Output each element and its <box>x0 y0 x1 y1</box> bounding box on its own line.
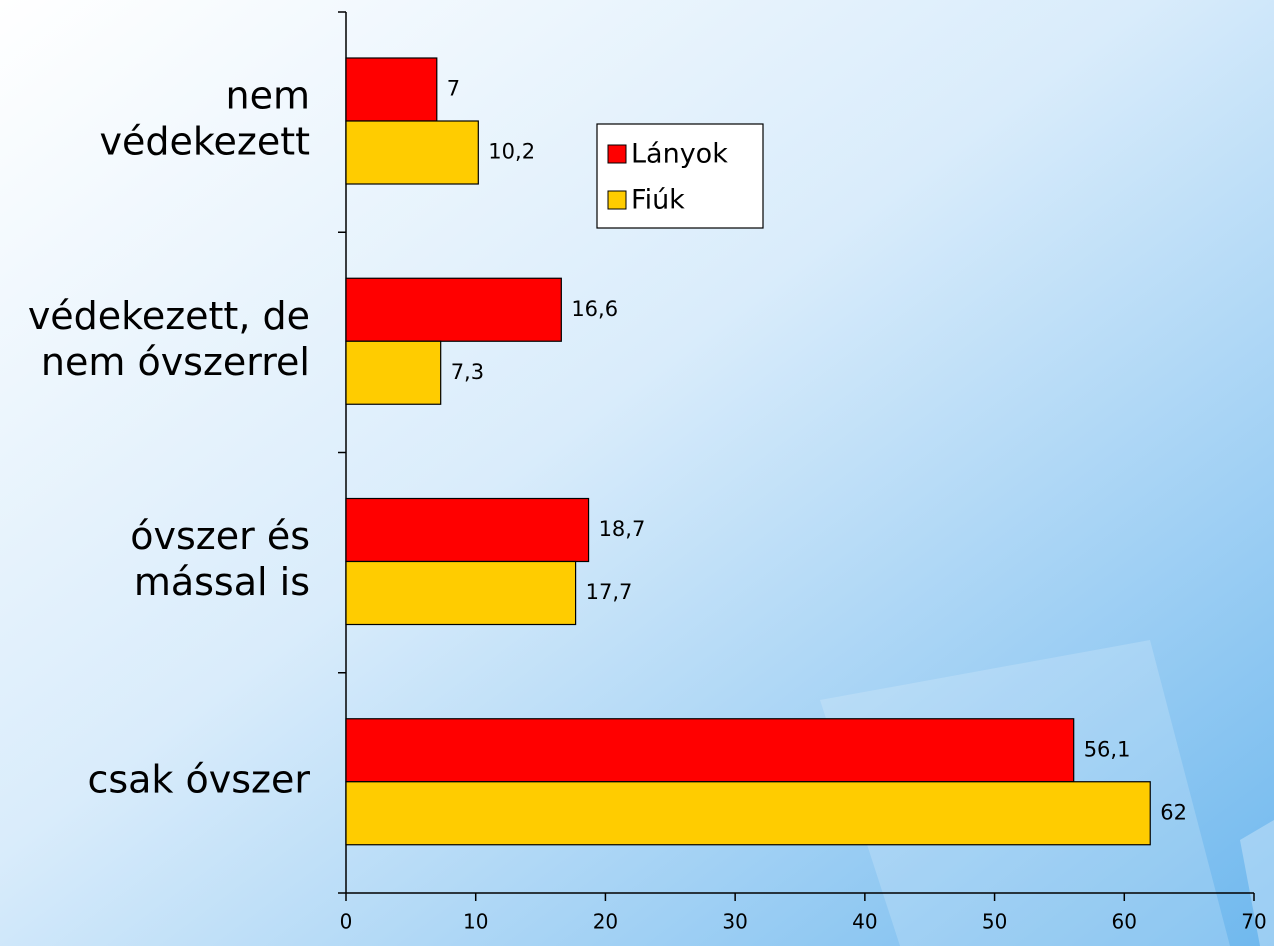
bar <box>345 560 577 626</box>
bar <box>345 120 479 185</box>
legend-swatch <box>607 144 627 164</box>
decoration <box>1240 820 1274 946</box>
category-label: csak óvszer <box>87 757 310 801</box>
value-label: 56,1 <box>1084 737 1131 761</box>
x-tick-label: 40 <box>852 910 877 934</box>
x-tick-label: 20 <box>593 910 618 934</box>
bar <box>345 340 442 405</box>
bar <box>345 277 562 342</box>
category-label: védekezett, de <box>28 294 310 338</box>
legend-box <box>596 123 764 229</box>
x-tick-label: 30 <box>722 910 747 934</box>
legend-label: Lányok <box>631 139 728 170</box>
bar <box>345 497 590 563</box>
legend-swatch <box>607 190 627 210</box>
category-label: óvszer és <box>130 514 310 558</box>
bar <box>345 57 438 122</box>
category-label: nem <box>226 74 310 118</box>
x-tick-label: 70 <box>1241 910 1266 934</box>
x-tick-label: 0 <box>340 910 353 934</box>
category-label: mással is <box>134 560 310 604</box>
x-tick-label: 60 <box>1112 910 1137 934</box>
value-label: 16,6 <box>571 297 618 321</box>
value-label: 7,3 <box>451 360 484 384</box>
bar <box>345 781 1151 846</box>
category-label: védekezett <box>99 120 310 164</box>
value-label: 10,2 <box>488 140 535 164</box>
x-tick-label: 50 <box>982 910 1007 934</box>
value-label: 18,7 <box>599 517 646 541</box>
bar <box>345 718 1075 783</box>
value-label: 17,7 <box>586 580 633 604</box>
x-tick-label: 10 <box>463 910 488 934</box>
value-label: 7 <box>447 77 460 101</box>
category-label: nem óvszerrel <box>41 340 310 384</box>
legend-label: Fiúk <box>631 185 685 216</box>
value-label: 62 <box>1160 800 1187 824</box>
